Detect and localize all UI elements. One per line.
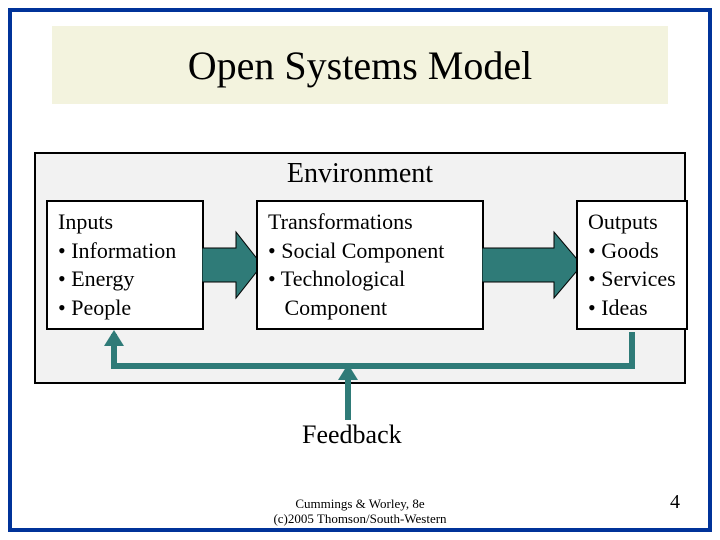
transformations-box: Transformations • Social Component • Tec… [256, 200, 484, 330]
outputs-header: Outputs [588, 208, 676, 237]
slide-title: Open Systems Model [188, 42, 532, 89]
transformations-items: • Social Component • Technological Compo… [268, 238, 444, 320]
footer-citation: Cummings & Worley, 8e (c)2005 Thomson/So… [12, 497, 708, 526]
arrow-inputs-to-transformations [202, 230, 262, 300]
slide-frame: Open Systems Model Environment Inputs • … [8, 8, 712, 532]
arrow-transformations-to-outputs [482, 230, 582, 300]
page-number: 4 [670, 491, 680, 514]
transformations-header: Transformations [268, 208, 472, 237]
environment-label: Environment [36, 158, 684, 190]
outputs-item: • Services [588, 266, 676, 291]
outputs-item: • Goods [588, 238, 659, 263]
environment-box: Environment Inputs • Information • Energ… [34, 152, 686, 384]
title-bar: Open Systems Model [52, 26, 668, 104]
inputs-header: Inputs [58, 208, 192, 237]
inputs-item: • People [58, 295, 131, 320]
feedback-label: Feedback [302, 420, 402, 450]
outputs-box: Outputs • Goods • Services • Ideas [576, 200, 688, 330]
inputs-item: • Energy [58, 266, 134, 291]
inputs-box: Inputs • Information • Energy • People [46, 200, 204, 330]
footer-line1: Cummings & Worley, 8e [295, 496, 424, 511]
footer-line2: (c)2005 Thomson/South-Western [273, 511, 446, 526]
outputs-item: • Ideas [588, 295, 648, 320]
inputs-item: • Information [58, 238, 176, 263]
